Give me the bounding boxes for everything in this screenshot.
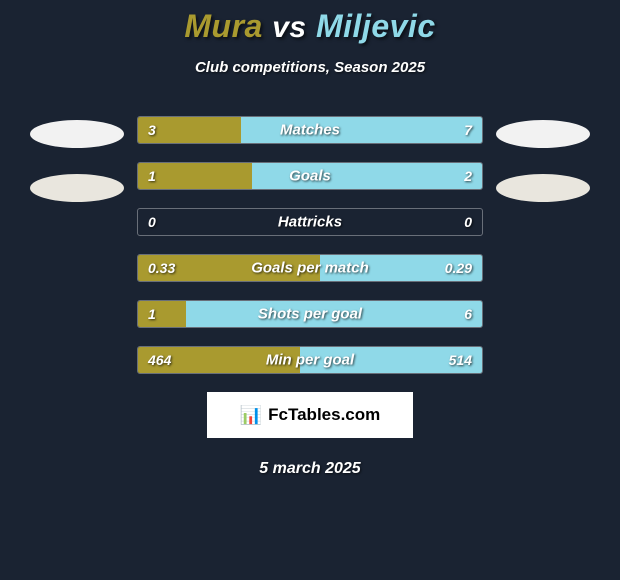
- subtitle: Club competitions, Season 2025: [195, 59, 425, 76]
- player-avatar: [30, 120, 124, 148]
- comparison-title: Mura vs Miljevic: [184, 8, 435, 45]
- stat-row: 12Goals: [137, 162, 483, 190]
- bar-fill-left: [138, 347, 300, 373]
- chart-icon: 📊: [240, 405, 262, 426]
- bar-fill-right: [241, 117, 482, 143]
- stat-row: 16Shots per goal: [137, 300, 483, 328]
- bar-fill-right: [320, 255, 482, 281]
- bar-fill-left: [138, 117, 241, 143]
- chart-area: 37Matches 12Goals 0 0Hattricks 0.330.29Goals…: [0, 116, 620, 374]
- player-avatar: [496, 120, 590, 148]
- stat-row: 37Matches: [137, 116, 483, 144]
- player1-name: Mura: [184, 8, 262, 44]
- player-avatar: [496, 174, 590, 202]
- logo-text: FcTables.com: [268, 405, 380, 425]
- stat-row: 0.330.29Goals per match: [137, 254, 483, 282]
- stat-row: 464514Min per goal: [137, 346, 483, 374]
- bar-fill-left: [138, 255, 320, 281]
- fctables-logo[interactable]: 📊 FcTables.com: [207, 392, 413, 438]
- comparison-bars: 37Matches 12Goals 0 0Hattricks 0.330.29Goals…: [137, 116, 483, 374]
- stat-value-right: 0: [464, 214, 472, 230]
- bar-fill-right: [252, 163, 482, 189]
- left-avatars: [17, 116, 137, 228]
- bar-fill-right: [186, 301, 482, 327]
- player-avatar: [30, 174, 124, 202]
- bar-fill-right: [300, 347, 482, 373]
- stat-value-left: 0: [148, 214, 156, 230]
- right-avatars: [483, 116, 603, 228]
- stat-row: 0 0Hattricks: [137, 208, 483, 236]
- stat-label: Hattricks: [138, 214, 482, 231]
- vs-text: vs: [272, 11, 306, 44]
- bar-fill-left: [138, 301, 186, 327]
- date-text: 5 march 2025: [259, 460, 360, 478]
- player2-name: Miljevic: [316, 8, 436, 44]
- bar-fill-left: [138, 163, 252, 189]
